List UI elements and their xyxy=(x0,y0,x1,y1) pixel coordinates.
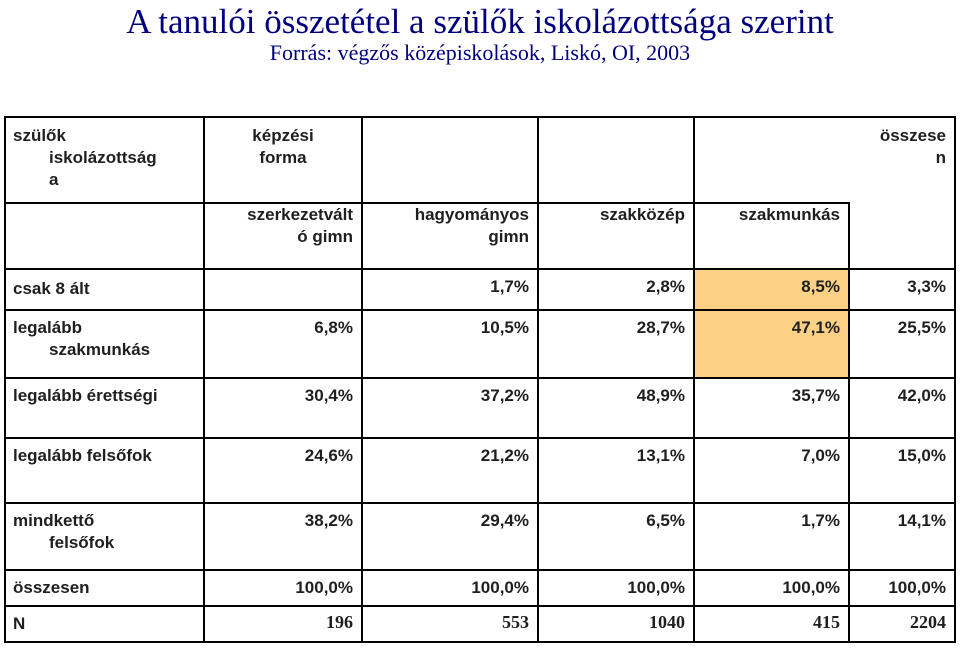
cell: 29,4% xyxy=(361,502,539,571)
cell: 1,7% xyxy=(693,502,850,571)
cell: 6,5% xyxy=(537,502,695,571)
table-row: csak 8 ált 1,7% 2,8% 8,5% 3,3% xyxy=(4,268,956,311)
cell-highlighted: 47,1% xyxy=(693,309,850,379)
cell: 100,0% xyxy=(361,569,539,607)
cell: 30,4% xyxy=(203,377,363,439)
table-row: legalább szakmunkás 6,8% 10,5% 28,7% 47,… xyxy=(4,309,956,379)
cell: 100,0% xyxy=(537,569,695,607)
header-form-label-1: képzési xyxy=(252,126,314,145)
row-label-text: csak 8 ált xyxy=(13,279,90,298)
header-col-vocational-secondary: szakközép xyxy=(537,203,695,270)
row-label: csak 8 ált xyxy=(4,268,205,311)
col4-label: szakmunkás xyxy=(738,205,840,224)
row-label: N xyxy=(4,605,205,643)
header-form-label-2: forma xyxy=(259,148,307,167)
cell: 15,0% xyxy=(848,437,956,504)
row-label: összesen xyxy=(4,569,205,607)
header-empty-1 xyxy=(361,116,539,204)
cell: 14,1% xyxy=(848,502,956,571)
cell: 25,5% xyxy=(848,309,956,379)
cell: 10,5% xyxy=(361,309,539,379)
row-label: mindkettő felsőfok xyxy=(4,502,205,571)
data-table: szülők iskolázottság a képzési forma öss… xyxy=(4,116,956,643)
header-parent-label-3: a xyxy=(49,170,59,189)
col2-label-2: gimn xyxy=(488,227,529,246)
cell: 48,9% xyxy=(537,377,695,439)
table-row: összesen 100,0% 100,0% 100,0% 100,0% 100… xyxy=(4,569,956,607)
header-row-top: szülők iskolázottság a képzési forma öss… xyxy=(4,116,956,270)
row-label-text-2: szakmunkás xyxy=(49,340,151,359)
header-row-columns: szerkezetvált ó gimn hagyományos gimn sz… xyxy=(4,203,955,270)
header-col-traditional-gymnasium: hagyományos gimn xyxy=(361,203,539,270)
cell: 3,3% xyxy=(848,268,956,311)
cell: 28,7% xyxy=(537,309,695,379)
col1-label-2: ó gimn xyxy=(297,227,353,246)
cell: 1,7% xyxy=(361,268,539,311)
col1-label-1: szerkezetvált xyxy=(247,205,353,224)
table-row: N 196 553 1040 415 2204 xyxy=(4,605,956,643)
header-total: összese n xyxy=(849,116,956,270)
cell: 24,6% xyxy=(203,437,363,504)
cell: 21,2% xyxy=(361,437,539,504)
cell: 13,1% xyxy=(537,437,695,504)
col2-label-1: hagyományos xyxy=(414,205,529,224)
cell: 100,0% xyxy=(203,569,363,607)
table-row: mindkettő felsőfok 38,2% 29,4% 6,5% 1,7%… xyxy=(4,502,956,571)
table-row: legalább felsőfok 24,6% 21,2% 13,1% 7,0%… xyxy=(4,437,956,504)
header-parent-label-2: iskolázottság xyxy=(49,148,157,167)
cell: 42,0% xyxy=(848,377,956,439)
cell: 7,0% xyxy=(693,437,850,504)
header-empty-3 xyxy=(693,116,849,204)
col3-label: szakközép xyxy=(599,205,685,224)
page-subtitle: Forrás: végzős középiskolások, Liskó, OI… xyxy=(269,40,691,65)
row-label: legalább szakmunkás xyxy=(4,309,205,379)
cell: 35,7% xyxy=(693,377,850,439)
row-label-text: legalább érettségi xyxy=(13,386,158,405)
page-title: A tanulói összetétel a szülők iskolázott… xyxy=(126,2,834,41)
row-label-text: N xyxy=(13,614,26,633)
row-label: legalább érettségi xyxy=(4,377,205,439)
header-col-structural-gymnasium: szerkezetvált ó gimn xyxy=(203,203,363,270)
cell: 553 xyxy=(361,605,539,643)
cell: 196 xyxy=(203,605,363,643)
header-total-label-1: összese xyxy=(879,126,946,145)
cell: 415 xyxy=(693,605,850,643)
header-parent-education: szülők iskolázottság a xyxy=(4,116,205,204)
cell: 2204 xyxy=(848,605,956,643)
cell: 1040 xyxy=(537,605,695,643)
table-row: legalább érettségi 30,4% 37,2% 48,9% 35,… xyxy=(4,377,956,439)
row-label-text: összesen xyxy=(13,578,90,597)
cell: 100,0% xyxy=(848,569,956,607)
cell: 37,2% xyxy=(361,377,539,439)
header-col-skilled-worker: szakmunkás xyxy=(693,203,850,270)
header-blank xyxy=(4,203,205,270)
header-training-form: képzési forma xyxy=(203,116,363,204)
cell: 100,0% xyxy=(693,569,850,607)
header-parent-label-1: szülők xyxy=(13,126,66,145)
row-label-text: legalább felsőfok xyxy=(13,446,152,465)
cell: 2,8% xyxy=(537,268,695,311)
header-total-label-2: n xyxy=(935,148,946,167)
row-label-text: legalább xyxy=(13,318,82,337)
row-label-text-2: felsőfok xyxy=(49,533,115,552)
row-label-text: mindkettő xyxy=(13,511,95,530)
cell xyxy=(203,268,363,311)
header-empty-2 xyxy=(537,116,695,204)
cell: 6,8% xyxy=(203,309,363,379)
cell-highlighted: 8,5% xyxy=(693,268,850,311)
cell: 38,2% xyxy=(203,502,363,571)
row-label: legalább felsőfok xyxy=(4,437,205,504)
